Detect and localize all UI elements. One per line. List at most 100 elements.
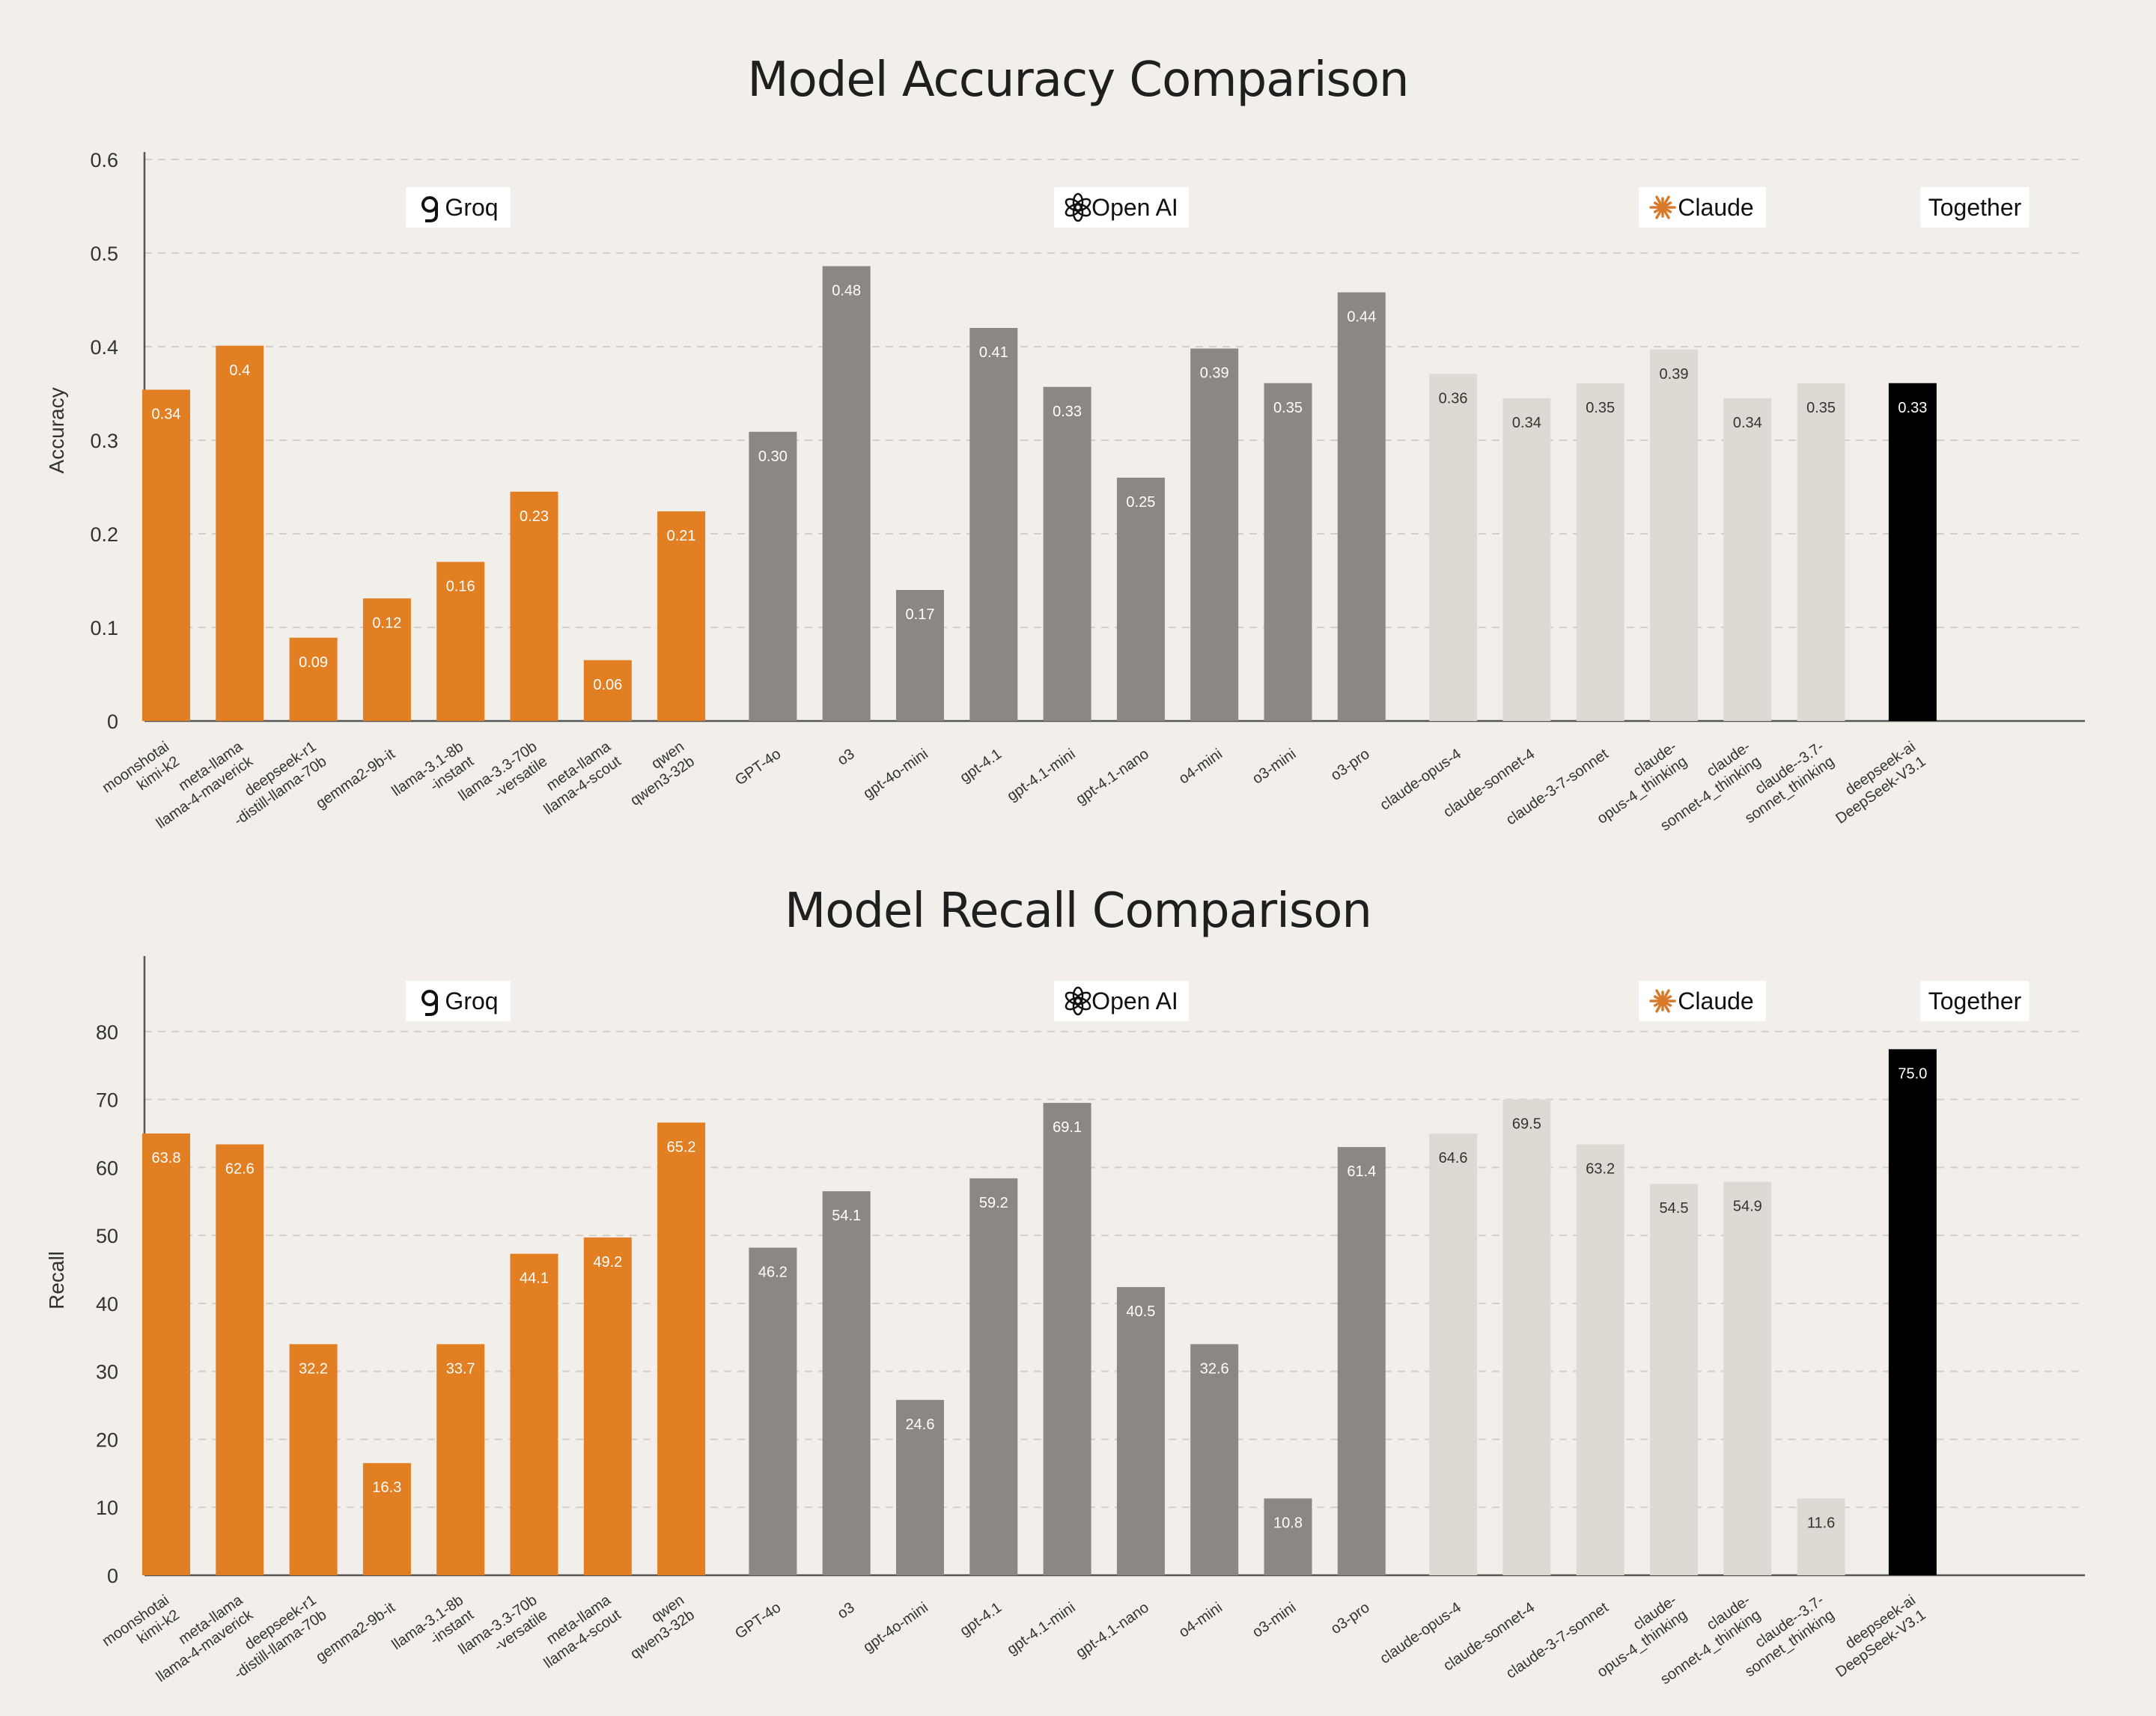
recall-x-tick-label: llama-3.3-70b-versatile — [456, 1592, 551, 1673]
recall-bar — [657, 1122, 706, 1575]
provider-label-together: Together — [1928, 988, 2022, 1014]
accuracy-bar-value-label: 0.34 — [152, 407, 181, 423]
recall-x-tick-label: o3 — [835, 1599, 858, 1622]
recall-bar-value-label: 49.2 — [593, 1254, 622, 1271]
recall-bar-value-label: 16.3 — [372, 1479, 401, 1496]
provider-label-together: Together — [1928, 194, 2022, 221]
openai-logo-icon — [1065, 986, 1091, 1016]
y-tick-label: 70 — [96, 1089, 118, 1112]
recall-bar-value-label: 40.5 — [1126, 1303, 1155, 1320]
openai-logo-icon — [1065, 192, 1091, 222]
provider-badge-claude: Claude — [1639, 981, 1766, 1021]
provider-label-openai: Open AI — [1091, 988, 1178, 1014]
accuracy-bar-value-label: 0.16 — [446, 579, 475, 595]
accuracy-bar-value-label: 0.30 — [758, 448, 788, 465]
recall-bar — [1576, 1144, 1624, 1575]
recall-bar — [1723, 1181, 1772, 1575]
accuracy-bar-value-label: 0.35 — [1586, 400, 1615, 416]
accuracy-bar-value-label: 0.44 — [1347, 309, 1376, 326]
recall-bar — [436, 1344, 485, 1575]
recall-x-tick-label: o4-mini — [1176, 1599, 1225, 1641]
accuracy-bar — [1429, 374, 1478, 721]
groq-logo-icon — [421, 990, 438, 1016]
accuracy-bar-value-label: 0.09 — [299, 654, 328, 671]
accuracy-bar-value-label: 0.34 — [1512, 415, 1541, 431]
recall-x-tick-label: GPT-4o — [732, 1599, 784, 1643]
y-tick-label: 30 — [96, 1361, 118, 1384]
recall-bar — [1264, 1498, 1312, 1575]
recall-bar — [1429, 1133, 1478, 1575]
provider-badge-openai: Open AI — [1054, 187, 1189, 228]
accuracy-bar — [1264, 383, 1312, 721]
recall-x-tick-label: gpt-4o-mini — [860, 1599, 931, 1655]
accuracy-bar — [1043, 386, 1091, 721]
provider-badge-claude: Claude — [1639, 187, 1766, 228]
claude-logo-icon — [1649, 195, 1676, 219]
accuracy-bar-value-label: 0.4 — [229, 362, 250, 379]
recall-bar — [1502, 1099, 1551, 1575]
recall-bar — [289, 1344, 338, 1575]
recall-bar-value-label: 65.2 — [667, 1139, 696, 1155]
accuracy-bar — [1116, 478, 1165, 721]
recall-bar-value-label: 61.4 — [1347, 1163, 1376, 1180]
provider-badge-groq: Groq — [406, 981, 511, 1021]
accuracy-bar-value-label: 0.35 — [1273, 400, 1303, 416]
recall-x-tick-label: o3-pro — [1328, 1599, 1373, 1637]
recall-x-tick-label: gemma2-9b-it — [313, 1599, 398, 1666]
accuracy-bar-value-label: 0.06 — [593, 677, 622, 693]
accuracy-bar — [1337, 292, 1386, 721]
recall-bar-value-label: 54.9 — [1733, 1198, 1762, 1214]
recall-bar — [1043, 1103, 1091, 1575]
recall-bar-value-label: 63.8 — [152, 1150, 181, 1166]
recall-bar-value-label: 46.2 — [758, 1264, 788, 1280]
claude-logo-icon — [1649, 989, 1676, 1013]
recall-bar-value-label: 54.1 — [832, 1208, 861, 1224]
y-axis-label: Recall — [45, 1251, 68, 1309]
y-tick-label: 80 — [96, 1021, 118, 1044]
recall-bar — [969, 1178, 1018, 1575]
accuracy-bar — [1576, 383, 1624, 721]
y-tick-label: 0.6 — [90, 149, 118, 171]
accuracy-chart-title: Model Accuracy Comparison — [747, 52, 1409, 108]
recall-bar-value-label: 59.2 — [979, 1195, 1008, 1211]
y-tick-label: 0 — [107, 711, 118, 733]
recall-bar-value-label: 33.7 — [446, 1360, 475, 1377]
y-tick-label: 20 — [96, 1429, 118, 1451]
recall-bar-value-label: 69.5 — [1512, 1116, 1541, 1133]
accuracy-bar-value-label: 0.33 — [1053, 404, 1082, 420]
recall-x-tick-label: gpt-4.1-mini — [1004, 1599, 1078, 1658]
recall-x-tick-label: gpt-4.1-nano — [1073, 1599, 1152, 1661]
recall-chart-title: Model Recall Comparison — [785, 883, 1372, 939]
recall-bar — [1650, 1184, 1698, 1575]
accuracy-bar — [822, 266, 871, 721]
accuracy-bar — [142, 389, 190, 721]
accuracy-bar — [362, 598, 411, 721]
provider-badge-together: Together — [1920, 187, 2029, 228]
accuracy-bar — [216, 345, 264, 721]
recall-bar-value-label: 75.0 — [1898, 1065, 1927, 1082]
y-tick-label: 0.1 — [90, 617, 118, 639]
recall-bar — [822, 1191, 871, 1575]
provider-label-openai: Open AI — [1091, 194, 1178, 221]
accuracy-bar-value-label: 0.12 — [372, 615, 401, 631]
accuracy-bar-value-label: 0.33 — [1898, 400, 1927, 416]
recall-bar-value-label: 32.6 — [1200, 1360, 1229, 1377]
recall-bar-value-label: 44.1 — [520, 1271, 549, 1287]
accuracy-bar — [1190, 348, 1239, 721]
y-tick-label: 0.2 — [90, 523, 118, 546]
accuracy-bar-value-label: 0.35 — [1806, 400, 1836, 416]
y-tick-label: 50 — [96, 1225, 118, 1247]
accuracy-bar-value-label: 0.25 — [1126, 494, 1155, 511]
y-tick-label: 40 — [96, 1293, 118, 1315]
accuracy-bar — [289, 637, 338, 721]
accuracy-bar — [657, 511, 706, 721]
recall-bar-value-label: 11.6 — [1807, 1515, 1835, 1531]
accuracy-bar-value-label: 0.36 — [1439, 390, 1468, 407]
groq-logo-icon — [421, 196, 438, 222]
recall-bar-value-label: 10.8 — [1273, 1515, 1303, 1531]
recall-bar — [896, 1399, 944, 1575]
accuracy-bar-value-label: 0.48 — [832, 283, 861, 299]
accuracy-bar — [1502, 398, 1551, 721]
